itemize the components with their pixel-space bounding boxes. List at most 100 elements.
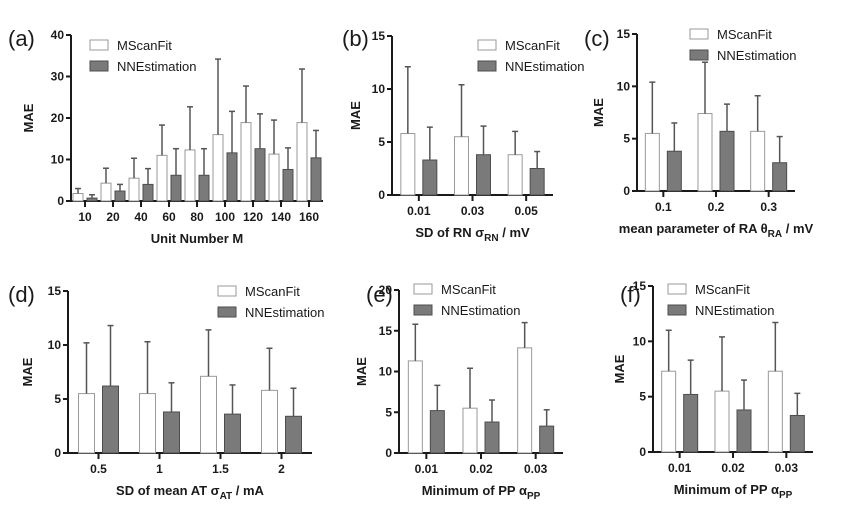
bar-nnestimation-0.2 <box>719 130 735 192</box>
y-axis-label: MAE <box>354 357 369 386</box>
chart-panel-b: (b) 0 5 10 15 MAE 0.01 0.03 0.05 SD of RN σRN / m… <box>342 26 584 244</box>
panel-label: (e) <box>366 282 393 307</box>
y-tick-label: 0 <box>385 446 392 460</box>
bar-nnestimation-10 <box>86 197 98 202</box>
chart-panel-d: (d) 0 5 10 15 MAE 0.5 1 1.5 2 SD of mean AT σAT / … <box>8 282 324 502</box>
legend-label-mscanfit: MScanFit <box>117 38 172 53</box>
y-tick-label: 5 <box>623 132 630 146</box>
bar-nnestimation-0.03 <box>476 154 491 196</box>
chart-panel-c: (c) 0 5 10 15 MAE 0.1 0.2 0.3 mean parameter of R… <box>584 26 814 240</box>
x-tick-label: 0.03 <box>461 204 485 218</box>
bar-mscanfit-0.01 <box>400 133 416 196</box>
panel-label: (a) <box>8 26 35 51</box>
bar-mscanfit-0.03 <box>517 347 533 454</box>
x-tick-label: 0.05 <box>514 204 538 218</box>
x-tick-label: 0.01 <box>668 461 692 475</box>
x-tick-label: 1 <box>156 462 163 476</box>
bar-mscanfit-0.03 <box>767 370 783 453</box>
legend-swatch-mscanfit <box>477 39 497 51</box>
x-tick-label: 60 <box>162 210 176 224</box>
legend-swatch-nnestimation <box>413 304 433 316</box>
bar-mscanfit-0.01 <box>661 370 677 453</box>
legend-label-mscanfit: MScanFit <box>695 282 750 297</box>
x-tick-label: 100 <box>215 210 235 224</box>
legend-label-mscanfit: MScanFit <box>505 38 560 53</box>
x-axis-label: mean parameter of RA θRA / mV <box>619 221 814 240</box>
chart-panel-f: (f) 0 5 10 15 MAE 0.01 0.02 0.03 Minimum of PP αP… <box>612 279 813 501</box>
bar-mscanfit-0.1 <box>644 132 660 192</box>
y-axis-label: MAE <box>612 354 627 383</box>
legend-swatch-mscanfit <box>667 283 687 295</box>
bar-mscanfit-0.2 <box>697 113 713 192</box>
bar-nnestimation-0.03 <box>789 414 805 453</box>
x-tick-label: 0.02 <box>721 461 745 475</box>
bar-mscanfit-2 <box>261 389 278 454</box>
panel-label: (f) <box>620 282 641 307</box>
bar-nnestimation-100 <box>226 152 238 202</box>
legend-swatch-nnestimation <box>217 306 237 318</box>
bar-mscanfit-0.03 <box>454 136 469 196</box>
legend-swatch-mscanfit <box>689 28 709 40</box>
legend-swatch-mscanfit <box>413 283 433 295</box>
bar-nnestimation-0.01 <box>422 159 438 196</box>
y-tick-label: 10 <box>617 79 631 93</box>
bar-mscanfit-0.02 <box>714 390 730 453</box>
y-axis-label: MAE <box>21 103 36 132</box>
legend-swatch-nnestimation <box>89 60 109 72</box>
legend-swatch-nnestimation <box>667 304 687 316</box>
y-tick-label: 20 <box>379 283 393 297</box>
y-tick-label: 0 <box>54 446 61 460</box>
legend-label-nnestimation: NNEstimation <box>441 303 520 318</box>
y-axis-label: MAE <box>591 98 606 127</box>
bar-mscanfit-20 <box>100 182 112 202</box>
bar-mscanfit-0.05 <box>507 154 523 196</box>
bar-nnestimation-120 <box>254 148 266 202</box>
bar-nnestimation-0.1 <box>666 150 682 192</box>
x-tick-label: 0.2 <box>708 200 725 214</box>
chart-panel-a: (a) 0 10 20 30 40 MAE 10 20 40 60 80 100 120 140 160 Uni… <box>8 26 323 246</box>
x-tick-label: 0.1 <box>655 200 672 214</box>
x-tick-label: 0.02 <box>469 462 493 476</box>
legend-swatch-mscanfit <box>89 39 109 51</box>
bar-nnestimation-0.02 <box>736 409 752 453</box>
y-tick-label: 10 <box>48 338 62 352</box>
legend-label-nnestimation: NNEstimation <box>695 303 774 318</box>
x-tick-label: 0.01 <box>415 462 439 476</box>
bar-nnestimation-2 <box>285 415 302 454</box>
x-tick-label: 40 <box>134 210 148 224</box>
y-tick-label: 0 <box>639 445 646 459</box>
y-axis-label: MAE <box>348 101 363 130</box>
bar-nnestimation-0.01 <box>683 393 699 453</box>
x-tick-label: 120 <box>243 210 263 224</box>
bar-mscanfit-1.5 <box>200 375 217 454</box>
legend-label-nnestimation: NNEstimation <box>505 59 584 74</box>
y-tick-label: 10 <box>633 334 647 348</box>
legend-label-nnestimation: NNEstimation <box>117 59 196 74</box>
panel-label: (d) <box>8 282 35 307</box>
panel-label: (c) <box>584 26 610 51</box>
bar-nnestimation-20 <box>114 190 126 202</box>
y-tick-label: 10 <box>51 153 65 167</box>
legend-label-mscanfit: MScanFit <box>441 282 496 297</box>
x-tick-label: 0.03 <box>775 461 799 475</box>
x-tick-label: 160 <box>299 210 319 224</box>
bar-nnestimation-1 <box>163 411 180 454</box>
x-axis-label: SD of RN σRN / mV <box>415 225 530 244</box>
bar-mscanfit-100 <box>212 134 224 202</box>
bar-nnestimation-60 <box>170 174 182 202</box>
x-tick-label: 0.5 <box>90 462 107 476</box>
y-tick-label: 15 <box>372 29 386 43</box>
legend-swatch-mscanfit <box>217 285 237 297</box>
bar-mscanfit-0.3 <box>750 130 766 192</box>
bar-mscanfit-120 <box>240 122 252 202</box>
bar-nnestimation-0.05 <box>529 168 545 196</box>
x-tick-label: 2 <box>278 462 285 476</box>
legend-label-nnestimation: NNEstimation <box>245 305 324 320</box>
legend-label-mscanfit: MScanFit <box>245 284 300 299</box>
bar-mscanfit-60 <box>156 154 168 202</box>
bar-mscanfit-160 <box>296 122 308 202</box>
bar-mscanfit-1 <box>139 393 156 454</box>
bar-nnestimation-1.5 <box>224 413 241 454</box>
y-tick-label: 0 <box>57 194 64 208</box>
